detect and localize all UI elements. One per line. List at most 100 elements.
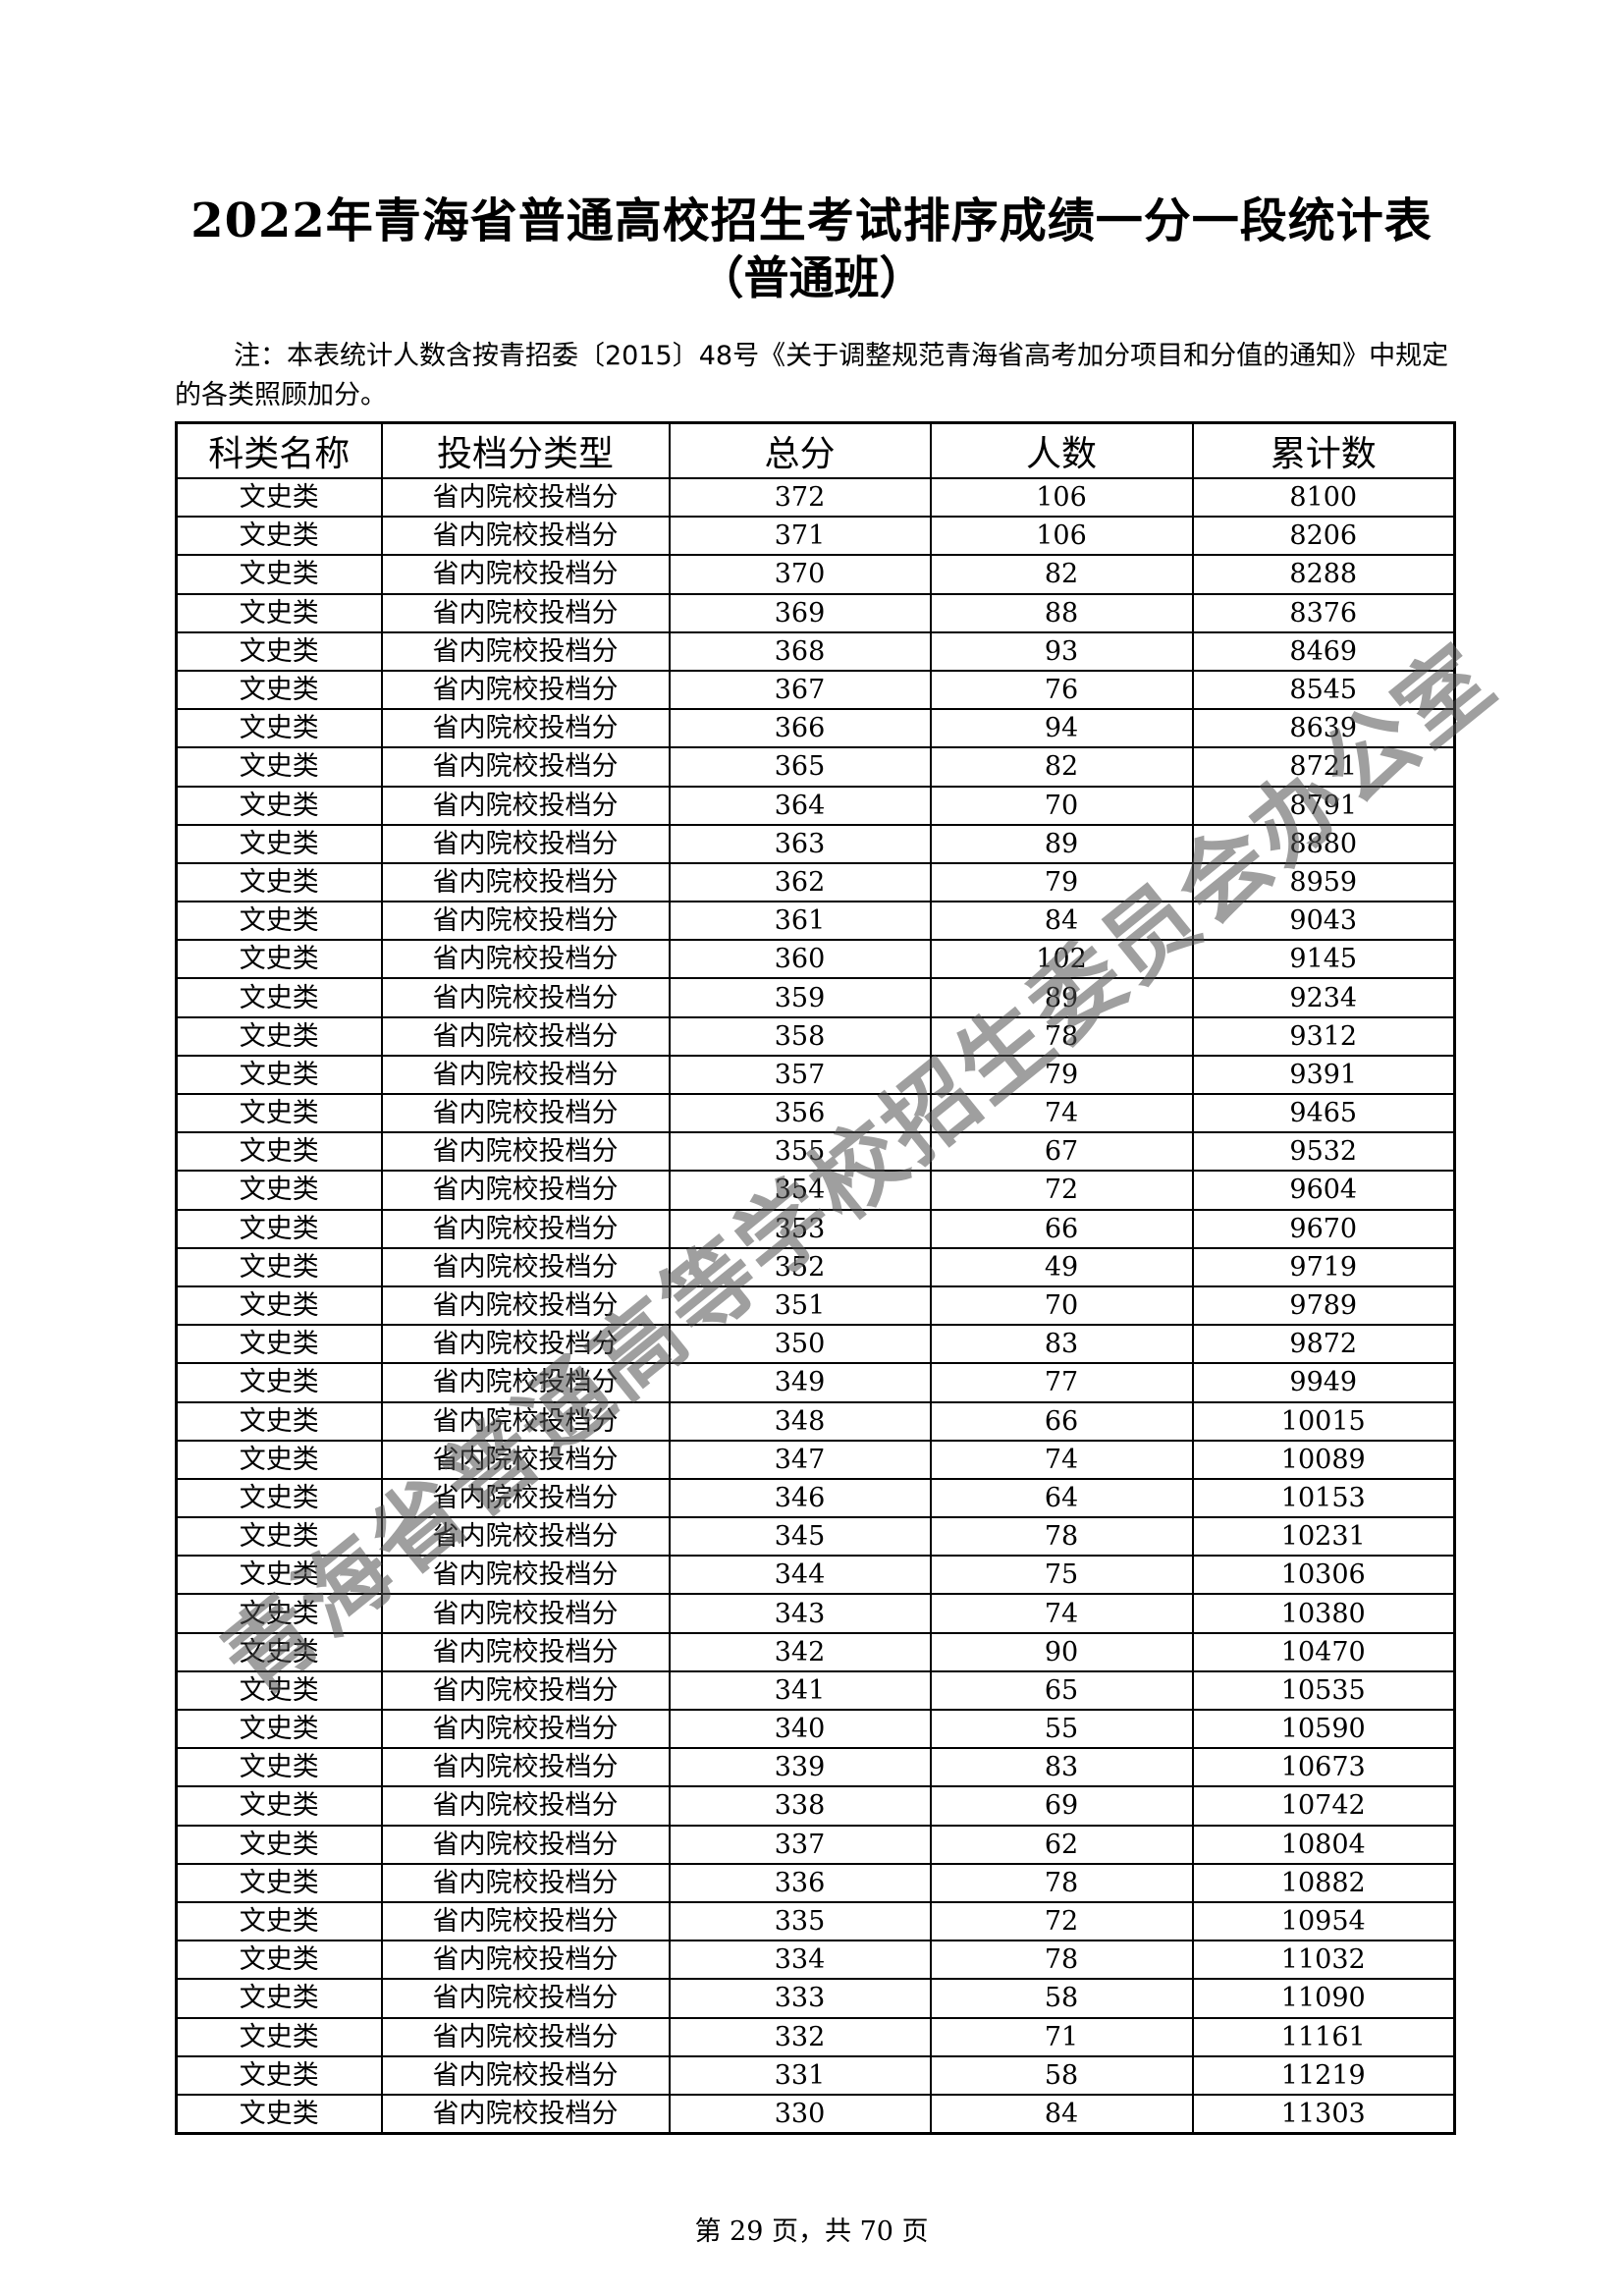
cell-total-score: 342: [668, 1631, 932, 1672]
cell-total-score: 345: [668, 1516, 932, 1558]
cell-total-score: 352: [668, 1246, 932, 1287]
cell-cumulative: 10804: [1191, 1824, 1456, 1865]
table-row: 文史类 省内院校投档分 330 84 11303: [175, 2093, 1456, 2135]
table-row: 文史类 省内院校投档分 347 74 10089: [175, 1439, 1456, 1480]
score-distribution-table: 科类名称 投档分类型 总分 人数 累计数 文史类 省内院校投档分 372 106 810…: [175, 421, 1456, 2136]
cell-cumulative: 10015: [1191, 1400, 1456, 1442]
table-row: 文史类 省内院校投档分 350 83 9872: [175, 1324, 1456, 1365]
cell-cumulative: 9949: [1191, 1362, 1456, 1403]
cell-count: 78: [929, 1015, 1194, 1057]
cell-count: 82: [929, 746, 1194, 788]
cell-score-type: 省内院校投档分: [380, 1246, 671, 1287]
table-row: 文史类 省内院校投档分 353 66 9670: [175, 1208, 1456, 1249]
cell-count: 66: [929, 1208, 1194, 1249]
cell-total-score: 369: [668, 592, 932, 633]
cell-count: 78: [929, 1862, 1194, 1903]
cell-total-score: 354: [668, 1170, 932, 1211]
cell-cumulative: 10590: [1191, 1708, 1456, 1750]
cell-category: 文史类: [175, 1940, 383, 1981]
cell-score-type: 省内院校投档分: [380, 1747, 671, 1788]
table-row: 文史类 省内院校投档分 340 55 10590: [175, 1708, 1456, 1750]
cell-score-type: 省内院校投档分: [380, 1593, 671, 1634]
cell-count: 106: [929, 516, 1194, 557]
cell-category: 文史类: [175, 1747, 383, 1788]
cell-cumulative: 8545: [1191, 669, 1456, 711]
table-row: 文史类 省内院校投档分 336 78 10882: [175, 1862, 1456, 1903]
table-row: 文史类 省内院校投档分 337 62 10804: [175, 1824, 1456, 1865]
cell-total-score: 348: [668, 1400, 932, 1442]
cell-count: 74: [929, 1092, 1194, 1134]
header-cumulative: 累计数: [1191, 421, 1456, 479]
table-row: 文史类 省内院校投档分 357 79 9391: [175, 1054, 1456, 1096]
cell-category: 文史类: [175, 1439, 383, 1480]
cell-score-type: 省内院校投档分: [380, 1400, 671, 1442]
table-row: 文史类 省内院校投档分 335 72 10954: [175, 1900, 1456, 1942]
cell-category: 文史类: [175, 1246, 383, 1287]
cell-total-score: 371: [668, 516, 932, 557]
cell-category: 文史类: [175, 1900, 383, 1942]
cell-total-score: 353: [668, 1208, 932, 1249]
cell-count: 88: [929, 592, 1194, 633]
cell-score-type: 省内院校投档分: [380, 592, 671, 633]
cell-total-score: 334: [668, 1940, 932, 1981]
cell-cumulative: 10882: [1191, 1862, 1456, 1903]
cell-count: 58: [929, 1978, 1194, 2019]
table-row: 文史类 省内院校投档分 370 82 8288: [175, 554, 1456, 595]
cell-score-type: 省内院校投档分: [380, 746, 671, 788]
cell-category: 文史类: [175, 939, 383, 980]
cell-cumulative: 9789: [1191, 1285, 1456, 1327]
table-row: 文史类 省内院校投档分 360 102 9145: [175, 939, 1456, 980]
cell-total-score: 349: [668, 1362, 932, 1403]
cell-total-score: 366: [668, 708, 932, 749]
cell-total-score: 343: [668, 1593, 932, 1634]
table-row: 文史类 省内院校投档分 346 64 10153: [175, 1477, 1456, 1519]
cell-category: 文史类: [175, 1170, 383, 1211]
cell-cumulative: 9145: [1191, 939, 1456, 980]
cell-count: 89: [929, 823, 1194, 864]
cell-cumulative: 10089: [1191, 1439, 1456, 1480]
cell-category: 文史类: [175, 630, 383, 672]
cell-cumulative: 10742: [1191, 1785, 1456, 1827]
cell-count: 72: [929, 1170, 1194, 1211]
cell-total-score: 355: [668, 1131, 932, 1173]
cell-total-score: 350: [668, 1324, 932, 1365]
table-header-row: 科类名称 投档分类型 总分 人数 累计数: [175, 421, 1456, 479]
cell-score-type: 省内院校投档分: [380, 1324, 671, 1365]
cell-category: 文史类: [175, 1477, 383, 1519]
cell-cumulative: 10231: [1191, 1516, 1456, 1558]
page-title: 2022年青海省普通高校招生考试排序成绩一分一段统计表: [190, 193, 1433, 248]
cell-total-score: 341: [668, 1669, 932, 1712]
cell-category: 文史类: [175, 1400, 383, 1442]
cell-score-type: 省内院校投档分: [380, 708, 671, 749]
cell-cumulative: 10954: [1191, 1900, 1456, 1942]
cell-total-score: 358: [668, 1015, 932, 1057]
table-row: 文史类 省内院校投档分 342 90 10470: [175, 1631, 1456, 1672]
cell-score-type: 省内院校投档分: [380, 1940, 671, 1981]
cell-total-score: 360: [668, 939, 932, 980]
cell-total-score: 336: [668, 1862, 932, 1903]
cell-count: 69: [929, 1785, 1194, 1827]
table-row: 文史类 省内院校投档分 362 79 8959: [175, 861, 1456, 903]
cell-count: 74: [929, 1593, 1194, 1634]
cell-count: 58: [929, 2054, 1194, 2096]
cell-score-type: 省内院校投档分: [380, 2016, 671, 2057]
cell-category: 文史类: [175, 1285, 383, 1327]
cell-score-type: 省内院校投档分: [380, 1555, 671, 1596]
cell-total-score: 347: [668, 1439, 932, 1480]
cell-total-score: 359: [668, 977, 932, 1018]
cell-count: 83: [929, 1324, 1194, 1365]
cell-cumulative: 9532: [1191, 1131, 1456, 1173]
cell-score-type: 省内院校投档分: [380, 1862, 671, 1903]
cell-total-score: 351: [668, 1285, 932, 1327]
cell-score-type: 省内院校投档分: [380, 939, 671, 980]
cell-category: 文史类: [175, 2016, 383, 2057]
cell-cumulative: 11161: [1191, 2016, 1456, 2057]
table-row: 文史类 省内院校投档分 366 94 8639: [175, 708, 1456, 749]
cell-score-type: 省内院校投档分: [380, 554, 671, 595]
cell-cumulative: 9312: [1191, 1015, 1456, 1057]
cell-cumulative: 11303: [1191, 2093, 1456, 2135]
table-row: 文史类 省内院校投档分 343 74 10380: [175, 1593, 1456, 1634]
cell-score-type: 省内院校投档分: [380, 1516, 671, 1558]
cell-total-score: 367: [668, 669, 932, 711]
table-row: 文史类 省内院校投档分 345 78 10231: [175, 1516, 1456, 1558]
